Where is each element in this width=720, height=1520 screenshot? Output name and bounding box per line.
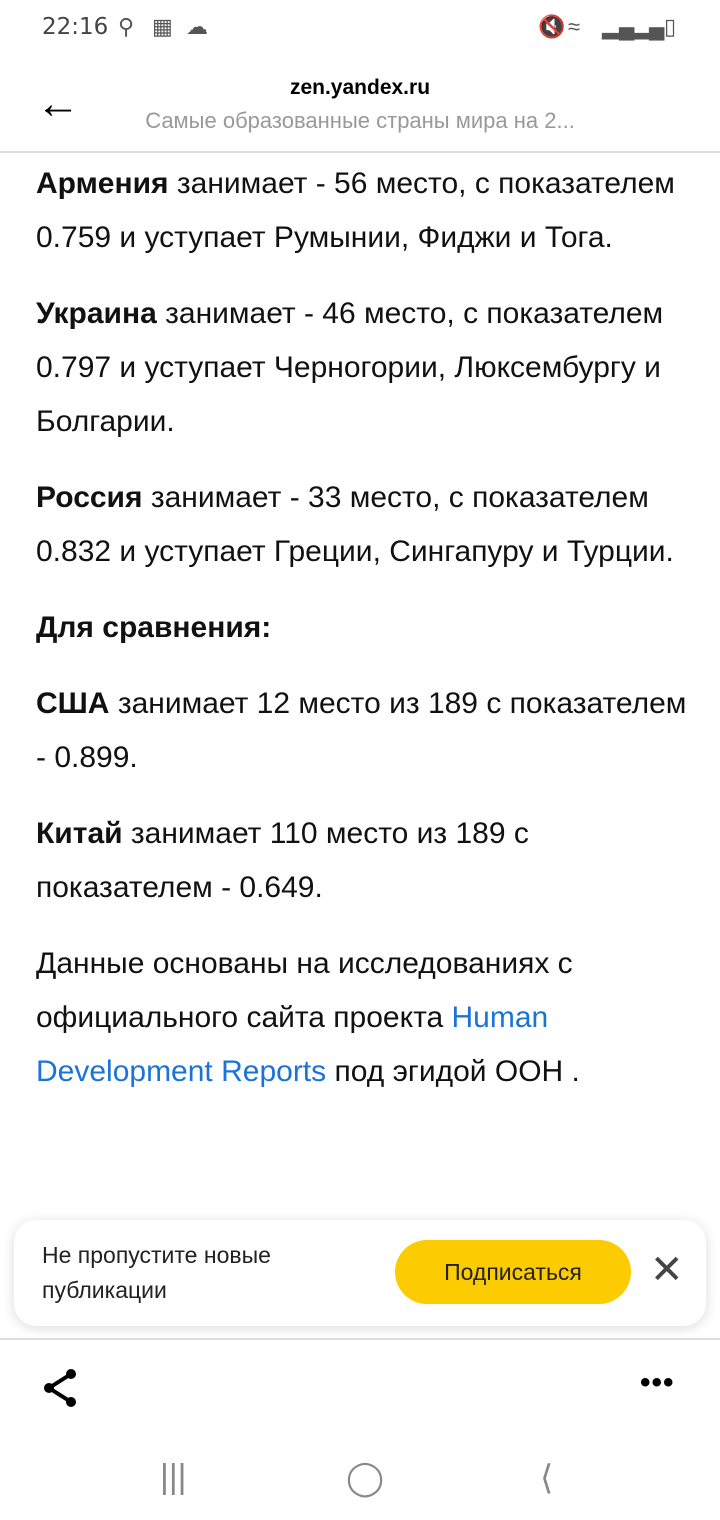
image-icon: ▦ <box>152 14 173 39</box>
country-name: США <box>36 687 110 720</box>
bottom-toolbar: ••• <box>0 1338 720 1438</box>
battery-icon: ▯ <box>664 14 677 39</box>
paragraph-text: занимает 12 место из 189 с показателем -… <box>36 687 687 774</box>
signal-2-icon: ▂▄ <box>632 14 665 39</box>
wifi-icon: ≈ <box>568 14 581 39</box>
paragraph-text: занимает 110 место из 189 с показателем … <box>36 817 529 904</box>
recent-apps-icon[interactable]: ||| <box>160 1458 187 1496</box>
signal-icon: ▂▄ <box>602 14 635 39</box>
paragraph-text: Данные основаны на исследованиях с офици… <box>36 947 573 1034</box>
share-icon[interactable] <box>42 1368 78 1413</box>
section-heading: Для сравнения: <box>36 611 272 644</box>
paragraph-russia: Россия занимает - 33 место, с показателе… <box>36 471 690 579</box>
subscribe-card: Не пропустите новые публикации Подписать… <box>14 1220 706 1326</box>
paragraph-text: занимает - 46 место, с показателем 0.797… <box>36 297 664 438</box>
system-nav-bar: ||| ◯ ⟨ <box>0 1440 720 1520</box>
more-options-icon[interactable]: ••• <box>640 1366 675 1399</box>
paragraph-source: Данные основаны на исследованиях с офици… <box>36 937 690 1099</box>
site-title: zen.yandex.ru <box>289 76 431 99</box>
paragraph-text: занимает - 56 место, с показателем 0.759… <box>36 167 675 254</box>
country-name: Китай <box>36 817 123 850</box>
home-icon[interactable]: ◯ <box>346 1459 385 1497</box>
status-bar: 22:16 ⚲ ▦ ☁ 🔇 ≈ ▂▄ ▂▄ ▯ <box>0 0 720 56</box>
paragraph-china: Китай занимает 110 место из 189 с показа… <box>36 807 690 915</box>
country-name: Украина <box>36 297 157 330</box>
mute-icon: 🔇 <box>538 14 566 39</box>
paragraph-usa: США занимает 12 место из 189 с показател… <box>36 677 690 785</box>
country-name: Россия <box>36 481 143 514</box>
status-time: 22:16 <box>42 14 109 40</box>
paragraph-text: занимает - 33 место, с показателем 0.832… <box>36 481 674 568</box>
subscribe-message: Не пропустите новые публикации <box>42 1242 271 1303</box>
country-name: Армения <box>36 167 169 200</box>
paragraph-armenia: Армения занимает - 56 место, с показател… <box>36 157 690 265</box>
article-title: Самые образованные страны мира на 2... <box>145 108 575 133</box>
subscribe-button[interactable]: Подписаться <box>395 1240 631 1304</box>
header: ← zen.yandex.ru Самые образованные стран… <box>0 56 720 153</box>
article-body: Армения занимает - 56 место, с показател… <box>36 157 690 1121</box>
paragraph-ukraine: Украина занимает - 46 место, с показател… <box>36 287 690 449</box>
cloud-icon: ☁ <box>186 14 208 39</box>
back-arrow-icon[interactable]: ← <box>36 79 80 128</box>
paragraph-text: под эгидой ООН . <box>326 1055 580 1088</box>
close-icon[interactable]: ✕ <box>650 1248 684 1292</box>
hdr-link[interactable]: Human Development Reports <box>36 1001 549 1088</box>
back-nav-icon[interactable]: ⟨ <box>540 1459 554 1497</box>
paragraph-comparison: Для сравнения: <box>36 601 690 655</box>
search-icon: ⚲ <box>118 14 135 39</box>
